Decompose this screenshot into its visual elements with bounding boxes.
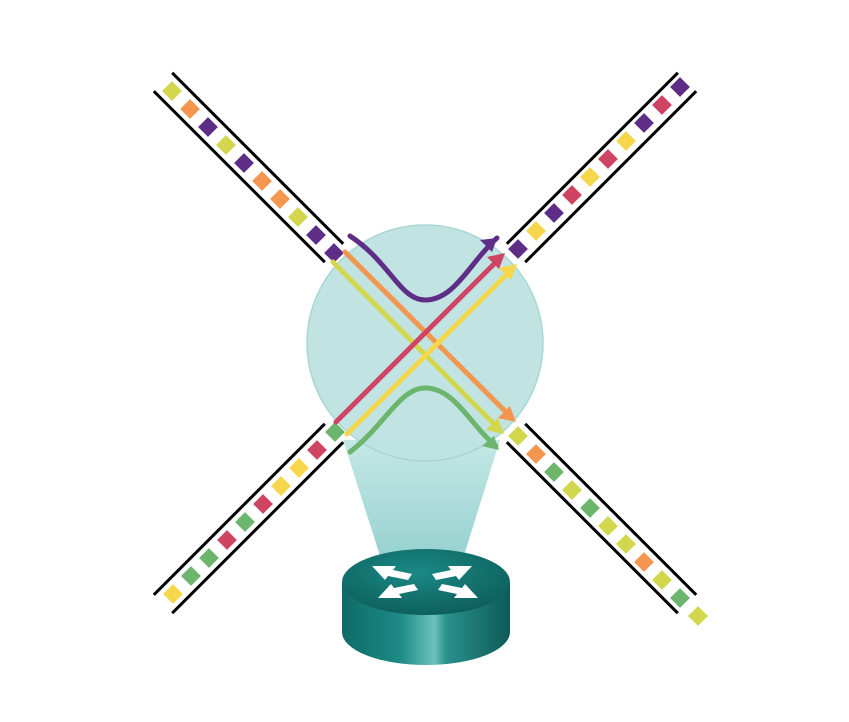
flow-purple — [347, 233, 500, 303]
packet — [544, 462, 564, 482]
packet — [670, 588, 690, 608]
packet — [652, 570, 672, 590]
packet — [580, 167, 600, 187]
link-rail — [171, 441, 345, 615]
packet — [234, 153, 254, 173]
link-rail — [524, 90, 698, 264]
packet — [252, 171, 272, 191]
flow-path — [347, 233, 500, 303]
flow-orange — [342, 249, 516, 422]
packet — [235, 512, 255, 532]
flow-path — [333, 254, 504, 425]
packet — [289, 458, 309, 478]
switching-bubble — [306, 224, 544, 462]
packet — [508, 426, 528, 446]
flow-path — [347, 385, 499, 455]
packet — [670, 77, 690, 97]
packet — [271, 476, 291, 496]
packet — [270, 189, 290, 209]
packet — [199, 548, 219, 568]
packet — [652, 95, 672, 115]
packet — [216, 135, 236, 155]
flow-path — [330, 259, 503, 433]
link-rail — [171, 71, 345, 245]
link-rail — [505, 441, 679, 615]
packet — [526, 444, 546, 464]
flow-lime — [330, 259, 504, 434]
arrowhead-icon — [498, 406, 516, 422]
link-rail — [152, 90, 326, 264]
packet — [616, 131, 636, 151]
packet — [616, 534, 636, 554]
packet-flows — [330, 233, 517, 455]
packet — [634, 113, 654, 133]
arrowhead-icon — [487, 253, 505, 269]
packet — [180, 99, 200, 119]
packet — [634, 552, 654, 572]
packet — [688, 606, 708, 626]
packet — [198, 117, 218, 137]
packet — [526, 221, 546, 241]
link-rail — [524, 422, 698, 596]
arrowhead-icon — [482, 436, 499, 450]
packet — [580, 498, 600, 518]
packet — [306, 225, 326, 245]
arrowhead-icon — [486, 418, 504, 434]
flow-path — [342, 249, 515, 421]
packet — [325, 422, 345, 442]
arrowhead-icon — [480, 238, 497, 252]
link-bottom-right — [505, 422, 708, 626]
packet — [307, 440, 327, 460]
link-rail — [152, 422, 326, 596]
router-icon — [342, 549, 510, 665]
flow-path — [344, 265, 516, 437]
flow-yellow — [344, 264, 517, 437]
link-rail — [505, 71, 679, 245]
packet — [162, 81, 182, 101]
packet — [598, 516, 618, 536]
packet — [544, 203, 564, 223]
link-top-right — [505, 71, 698, 264]
flow-red — [333, 253, 505, 425]
packet — [163, 584, 183, 604]
packet — [562, 480, 582, 500]
flow-green — [347, 385, 499, 455]
packet — [253, 494, 273, 514]
packet — [288, 207, 308, 227]
packet — [217, 530, 237, 550]
projection-beam — [343, 440, 500, 562]
packet — [598, 149, 618, 169]
link-top-left — [152, 71, 345, 264]
packet — [181, 566, 201, 586]
router-arrows-icon — [372, 566, 478, 598]
packet — [508, 239, 528, 259]
packet — [562, 185, 582, 205]
arrowhead-icon — [499, 264, 517, 280]
link-bottom-left — [152, 422, 345, 615]
packet — [324, 243, 344, 263]
